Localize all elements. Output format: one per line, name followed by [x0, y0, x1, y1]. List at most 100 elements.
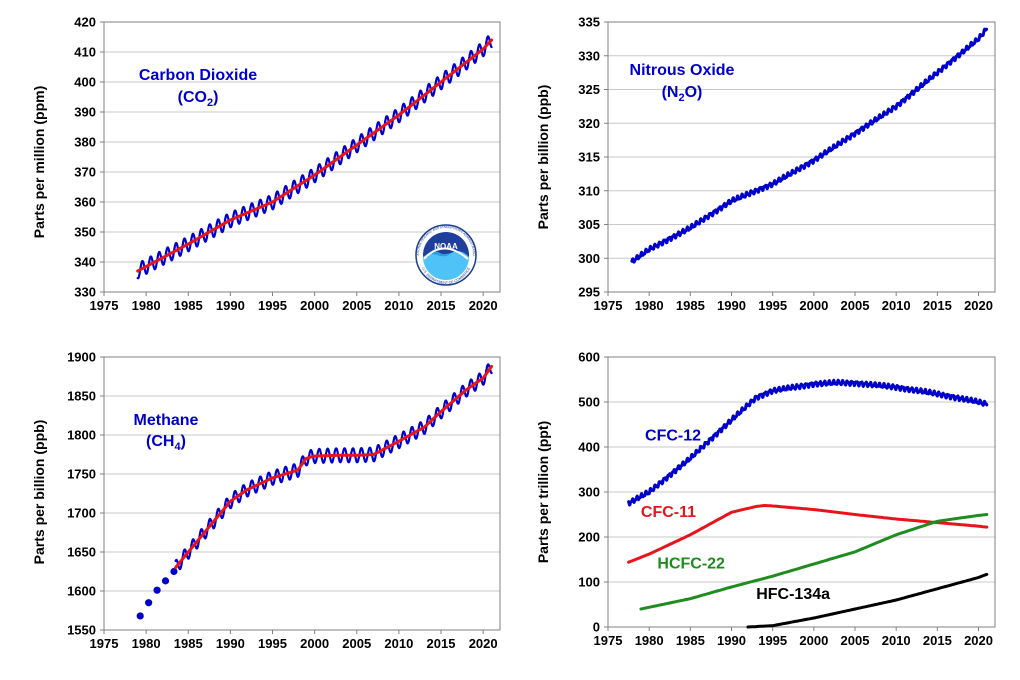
series-label-hcfc-22: HCFC-22: [657, 556, 725, 573]
x-tick-label: 1985: [676, 633, 705, 648]
n2o-annotation-formula: (N2O): [662, 84, 703, 104]
y-tick-label: 1550: [67, 623, 96, 638]
y-tick-label: 350: [74, 225, 96, 240]
x-tick-label: 2020: [469, 636, 498, 651]
y-tick-label: 600: [578, 350, 600, 365]
x-tick-label: 2000: [300, 298, 329, 313]
x-tick-label: 2010: [384, 298, 413, 313]
x-tick-label: 2000: [300, 636, 329, 651]
y-tick-label: 320: [578, 116, 600, 131]
y-tick-label: 1650: [67, 545, 96, 560]
y-axis-title: Parts per trillion (ppt): [535, 421, 551, 563]
x-tick-label: 1980: [132, 636, 161, 651]
x-tick-label: 2015: [427, 636, 456, 651]
y-tick-label: 390: [74, 105, 96, 120]
x-tick-label: 1975: [594, 298, 623, 313]
x-tick-label: 2020: [964, 633, 993, 648]
series-label-cfc-11: CFC-11: [641, 504, 696, 521]
y-tick-label: 1700: [67, 506, 96, 521]
x-tick-label: 2015: [923, 298, 952, 313]
x-tick-label: 2020: [469, 298, 498, 313]
y-tick-label: 1800: [67, 428, 96, 443]
x-tick-label: 1990: [216, 636, 245, 651]
y-tick-label: 1850: [67, 389, 96, 404]
data-point: [161, 577, 170, 585]
y-tick-label: 0: [593, 620, 600, 635]
y-tick-label: 300: [578, 485, 600, 500]
halocarbons-chart: 0 100 200 300 400 500 600 1975 1980 1985 1990 1995 2…: [535, 350, 996, 648]
y-tick-label: 340: [74, 255, 96, 270]
x-tick-label: 1990: [216, 298, 245, 313]
y-tick-label: 410: [74, 45, 96, 60]
y-tick-label: 1900: [67, 350, 96, 365]
x-tick-label: 1975: [90, 636, 119, 651]
x-tick-label: 2010: [882, 633, 911, 648]
x-tick-label: 1980: [132, 298, 161, 313]
series-label-hfc-134a: HFC-134a: [756, 586, 830, 603]
x-tick-label: 1995: [758, 633, 787, 648]
series-cfc-11: [627, 504, 989, 564]
y-tick-label: 315: [578, 150, 600, 165]
ch4-chart: 1550 1600 1650 1700 1750 1800 1850 1900 1975 1980…: [31, 350, 501, 651]
ch4-annotation-formula: (CH4): [146, 433, 186, 453]
x-tick-label: 2005: [841, 633, 870, 648]
x-tick-label: 2005: [841, 298, 870, 313]
y-tick-label: 335: [578, 15, 600, 30]
data-point: [170, 567, 178, 576]
x-tick-label: 2005: [342, 636, 371, 651]
y-tick-label: 310: [578, 183, 600, 198]
noaa-badge-text: NOAA: [434, 242, 458, 251]
data-point: [153, 586, 161, 594]
y-tick-label: 420: [74, 15, 96, 30]
series-label-cfc-12: CFC-12: [645, 427, 701, 444]
data-point: [145, 599, 153, 607]
y-tick-label: 200: [578, 530, 600, 545]
co2-chart: 330 340 350 360 370 380 390 400 410 420 1975 1980 19…: [31, 15, 501, 313]
x-tick-label: 2020: [964, 298, 993, 313]
y-axis-title: Parts per million (ppm): [31, 86, 47, 238]
x-tick-label: 2000: [799, 298, 828, 313]
x-tick-label: 1990: [717, 633, 746, 648]
y-tick-label: 380: [74, 135, 96, 150]
y-tick-label: 330: [74, 285, 96, 300]
y-tick-label: 300: [578, 251, 600, 266]
y-tick-label: 370: [74, 165, 96, 180]
y-tick-label: 1600: [67, 584, 96, 599]
x-tick-label: 1985: [174, 636, 203, 651]
x-tick-label: 1995: [258, 298, 287, 313]
y-tick-label: 360: [74, 195, 96, 210]
y-tick-label: 100: [578, 575, 600, 590]
x-tick-label: 1985: [174, 298, 203, 313]
plot-frame: [103, 356, 501, 631]
y-tick-label: 325: [578, 82, 600, 97]
x-tick-label: 1995: [258, 636, 287, 651]
x-tick-label: 2000: [799, 633, 828, 648]
series-monthly-mean-seasonal-cycle-amplitude-2-5-ppm: [136, 35, 493, 280]
n2o-chart: 295 300 305 310 315 320 325 330 335 1975 1980 1985 1…: [535, 15, 996, 313]
x-tick-label: 2010: [384, 636, 413, 651]
x-tick-label: 1980: [635, 298, 664, 313]
series-cfc-12: [627, 378, 989, 507]
series-hfc-134a: [746, 572, 989, 629]
ch4-annotation-name: Methane: [134, 412, 199, 429]
y-tick-label: 400: [578, 440, 600, 455]
y-axis-title: Parts per billion (ppb): [31, 420, 47, 565]
x-tick-label: 2005: [342, 298, 371, 313]
series-hcfc-22: [639, 513, 989, 611]
x-tick-label: 1975: [90, 298, 119, 313]
x-tick-label: 2015: [427, 298, 456, 313]
series-trend: [136, 38, 494, 273]
noaa-logo: NOAA NATIONAL OCEANIC AND ATMOSPHERIC AD…: [415, 224, 477, 286]
y-tick-label: 400: [74, 75, 96, 90]
y-tick-label: 330: [578, 48, 600, 63]
plot-frame: [103, 21, 501, 293]
x-tick-label: 1990: [717, 298, 746, 313]
data-point: [136, 612, 144, 620]
x-tick-label: 1980: [635, 633, 664, 648]
y-axis-title: Parts per billion (ppb): [535, 85, 551, 230]
x-tick-label: 1985: [676, 298, 705, 313]
x-tick-label: 1975: [594, 633, 623, 648]
series-trend: [174, 364, 494, 570]
x-tick-label: 2015: [923, 633, 952, 648]
